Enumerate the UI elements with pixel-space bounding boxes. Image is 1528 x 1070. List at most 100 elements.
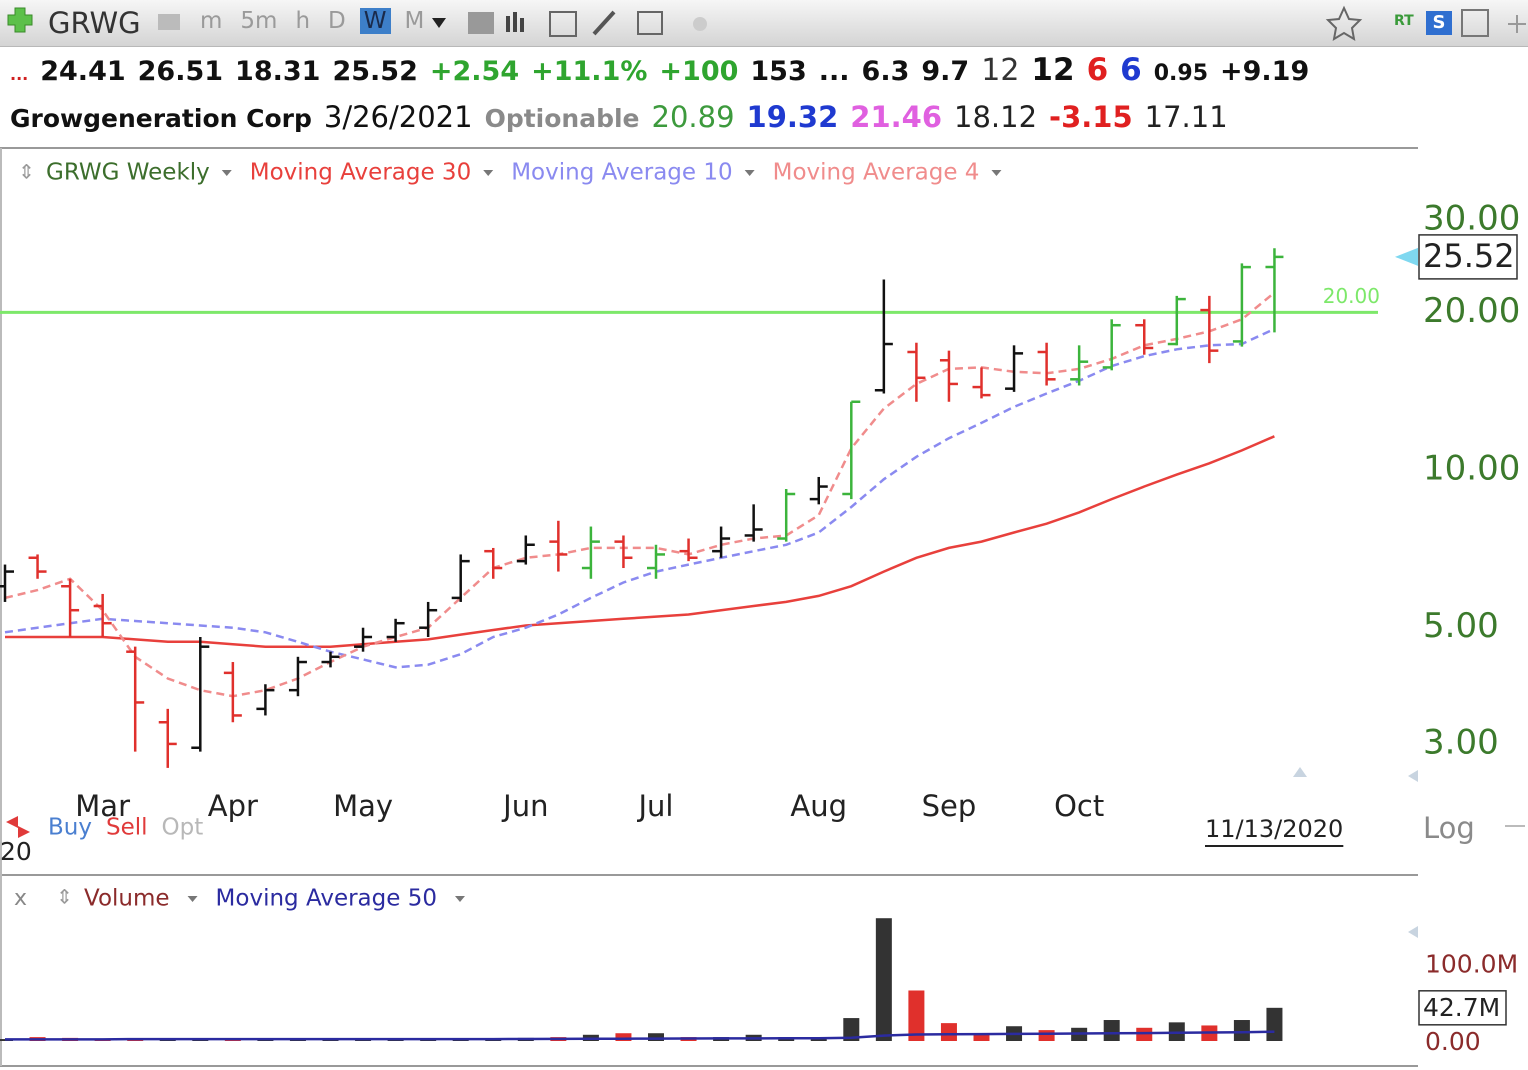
icon[interactable] [637, 11, 663, 35]
stat: 17.11 [1144, 100, 1228, 134]
save-icon[interactable] [1461, 9, 1489, 37]
y-tick-label: 100.0M [1425, 949, 1518, 978]
volume-bar [843, 1018, 860, 1041]
price-box [1418, 234, 1518, 280]
legend-item[interactable]: Moving Average 30 [250, 160, 471, 186]
timeframe-button[interactable]: M [404, 8, 425, 34]
stat: -3.15 [1049, 100, 1133, 134]
legend-dropdown[interactable] [483, 170, 494, 176]
stat: 0.95 [1153, 61, 1208, 86]
legend-item[interactable]: Moving Average 4 [773, 160, 980, 186]
icon[interactable] [506, 16, 510, 32]
x-tick-label: Jul [637, 789, 674, 823]
volume-bar [940, 1023, 957, 1041]
star-icon[interactable] [1325, 5, 1363, 41]
symbol: GRWG [48, 6, 141, 40]
volume-bar [1266, 1007, 1283, 1041]
trade-button[interactable]: Opt [162, 815, 204, 841]
stat: 6 [1120, 52, 1142, 88]
y-tick-label: 0.00 [1425, 1027, 1481, 1056]
icon[interactable] [693, 17, 707, 31]
legend-dropdown[interactable] [744, 170, 755, 176]
legend-handle: ⇕ [56, 885, 73, 909]
scroll-arrow[interactable] [1408, 770, 1418, 782]
trade-button[interactable]: Sell [106, 815, 148, 841]
volume-bar [1103, 1020, 1120, 1041]
icon[interactable] [513, 12, 517, 32]
y-tick-label: 10.00 [1423, 449, 1520, 489]
stat: +9.19 [1220, 56, 1310, 87]
stat: 19.32 [746, 100, 839, 134]
price-pointer [1395, 247, 1418, 266]
trade-button[interactable]: Buy [48, 815, 92, 841]
timeframe-button[interactable]: h [295, 8, 311, 34]
trade-icon[interactable] [6, 816, 30, 838]
timeframe-button[interactable]: m [200, 8, 223, 34]
stat: 6 [1086, 52, 1109, 88]
toolbar: GRWG m 5m h D W M RT S [0, 0, 1528, 47]
y-tick-label: 20.00 [1423, 291, 1520, 331]
stat: 9.7 [921, 56, 970, 87]
moving-average-line [5, 435, 1275, 648]
move-icon[interactable] [1508, 15, 1526, 33]
icon[interactable] [158, 14, 180, 30]
level-label: 20.00 [1323, 284, 1380, 308]
moving-average-line [4, 291, 1276, 698]
s-button[interactable]: S [1426, 11, 1452, 35]
close-pane[interactable]: x [14, 886, 27, 911]
timeframe-button[interactable]: 5m [240, 8, 278, 34]
dropdown[interactable] [432, 18, 446, 28]
add-icon[interactable] [7, 7, 33, 33]
volume-bar [875, 918, 892, 1041]
icon[interactable] [520, 18, 524, 32]
x-tick-label: Mar [75, 789, 130, 823]
icon[interactable] [549, 11, 577, 37]
stat: 24.41 [40, 56, 126, 87]
legend-item[interactable]: GRWG Weekly [46, 160, 210, 186]
moving-average-line [4, 327, 1275, 669]
stat: 18.12 [954, 100, 1038, 134]
timeframes: m 5m h D W M [196, 8, 428, 34]
x-tick-label: May [333, 789, 393, 823]
stat: ... [10, 65, 29, 84]
rt-label: RT [1394, 13, 1414, 29]
stat: ... [818, 56, 850, 87]
timeframe-button[interactable]: W [359, 8, 391, 34]
scale-label[interactable]: Log [1423, 811, 1475, 845]
stats-row: ... 24.41 26.51 18.31 25.52 +2.54 +11.1% +100 15… [10, 52, 1309, 88]
icon[interactable] [592, 10, 616, 36]
legend-dropdown[interactable] [221, 170, 232, 176]
x-tick-label: Aug [790, 789, 847, 823]
legend-item[interactable]: Moving Average 50 [216, 886, 437, 912]
stat: 21.46 [850, 100, 943, 134]
legend-dropdown[interactable] [454, 896, 465, 902]
stat: 153 [750, 56, 807, 87]
icon[interactable] [468, 12, 494, 34]
x-tick-label: Oct [1054, 789, 1104, 823]
stat: 12 [981, 53, 1020, 88]
legend-dropdown[interactable] [991, 170, 1002, 176]
toolbar-icons [7, 5, 1526, 41]
legend-item[interactable]: Volume [84, 886, 170, 912]
scroll-arrow[interactable] [1293, 767, 1307, 777]
volume-bar [615, 1033, 632, 1041]
stat: Optionable [484, 104, 640, 133]
volume-bar [1233, 1020, 1250, 1041]
x-tick-label: Jun [501, 789, 548, 823]
stat: 20.89 [651, 100, 735, 134]
legend-dropdown[interactable] [187, 896, 198, 902]
volume-bar [1038, 1030, 1055, 1041]
timeframe-button[interactable]: D [328, 8, 346, 34]
legend-item[interactable]: Moving Average 10 [511, 160, 732, 186]
legend-handle: ⇕ [18, 160, 35, 184]
stat: 3/26/2021 [323, 100, 473, 134]
stat: 18.31 [235, 56, 321, 87]
scroll-arrow[interactable] [1408, 926, 1418, 938]
volume-bar [908, 990, 925, 1041]
date-label: 11/13/2020 [1205, 815, 1343, 843]
volume-bar [1136, 1027, 1153, 1041]
x-tick-label: Sep [922, 789, 977, 823]
y-tick-label: 3.00 [1423, 722, 1499, 762]
